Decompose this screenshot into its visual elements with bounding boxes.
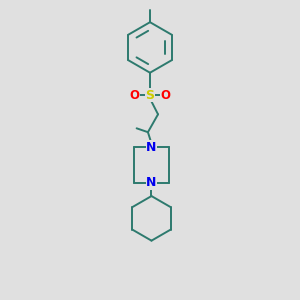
Text: O: O: [130, 88, 140, 101]
Text: O: O: [160, 88, 170, 101]
Text: N: N: [146, 176, 157, 189]
Text: S: S: [146, 88, 154, 101]
Text: N: N: [146, 140, 157, 154]
